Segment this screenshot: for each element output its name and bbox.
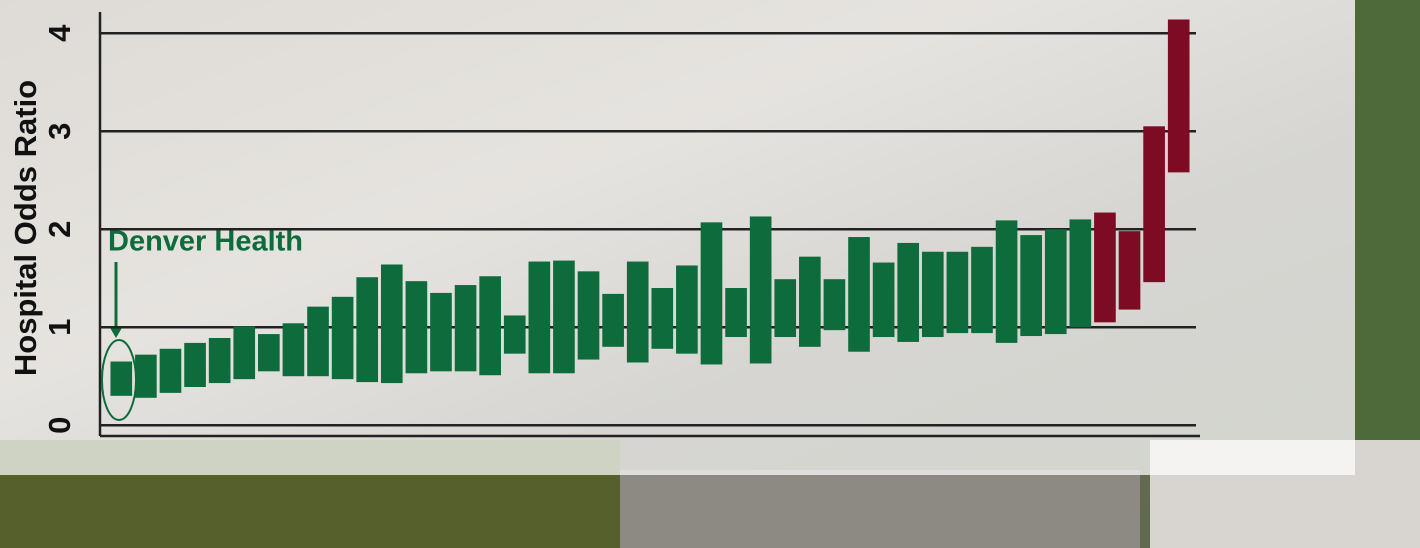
range-bar [897, 242, 920, 342]
range-bar [1020, 235, 1042, 337]
range-bar [331, 296, 354, 380]
y-tick-label: 0 [42, 417, 77, 434]
range-bar [921, 251, 944, 338]
trees-right [1355, 0, 1420, 440]
range-bar [626, 261, 649, 363]
y-tick-label: 2 [42, 221, 77, 238]
range-bar [307, 306, 329, 377]
range-bar [258, 334, 280, 372]
range-bar [725, 288, 747, 338]
y-tick-label: 4 [42, 24, 77, 42]
plaza [620, 470, 1140, 548]
range-bar [135, 354, 157, 398]
range-bar [159, 348, 182, 393]
range-bar [749, 216, 772, 364]
range-bar [799, 256, 821, 347]
y-tick-label: 1 [42, 319, 77, 336]
range-bar [774, 279, 797, 338]
range-bar [1094, 212, 1116, 323]
range-bar [282, 323, 305, 377]
range-bar [110, 361, 133, 396]
range-bar [405, 281, 428, 374]
range-bar [872, 262, 895, 338]
range-bar [848, 237, 870, 352]
range-bar [430, 292, 452, 372]
range-bar [651, 288, 674, 349]
range-bar [454, 285, 477, 372]
range-bar [553, 260, 575, 374]
range-bar [823, 279, 846, 331]
range-bar [184, 342, 206, 387]
range-bar [1118, 231, 1141, 310]
range-bar [1069, 219, 1092, 328]
range-bar [503, 315, 526, 354]
range-bar [528, 261, 551, 374]
range-bar [233, 326, 256, 380]
range-bar [676, 265, 698, 354]
range-bar [946, 251, 969, 334]
range-bar [1167, 19, 1190, 173]
y-tick-label: 3 [42, 123, 77, 140]
range-bar [479, 276, 501, 376]
annotation: Denver Health [108, 226, 303, 258]
y-axis-label: Hospital Odds Ratio [8, 80, 43, 376]
range-bar [208, 337, 231, 384]
range-bar [971, 246, 993, 334]
range-bar [700, 222, 723, 365]
range-bar [380, 264, 403, 384]
range-bar [995, 220, 1018, 343]
range-bar [1044, 229, 1067, 335]
range-bar [577, 271, 600, 360]
range-bar [1143, 126, 1165, 283]
annotation-arrowhead [109, 326, 123, 338]
range-bar [356, 277, 379, 383]
range-bar [602, 293, 624, 347]
